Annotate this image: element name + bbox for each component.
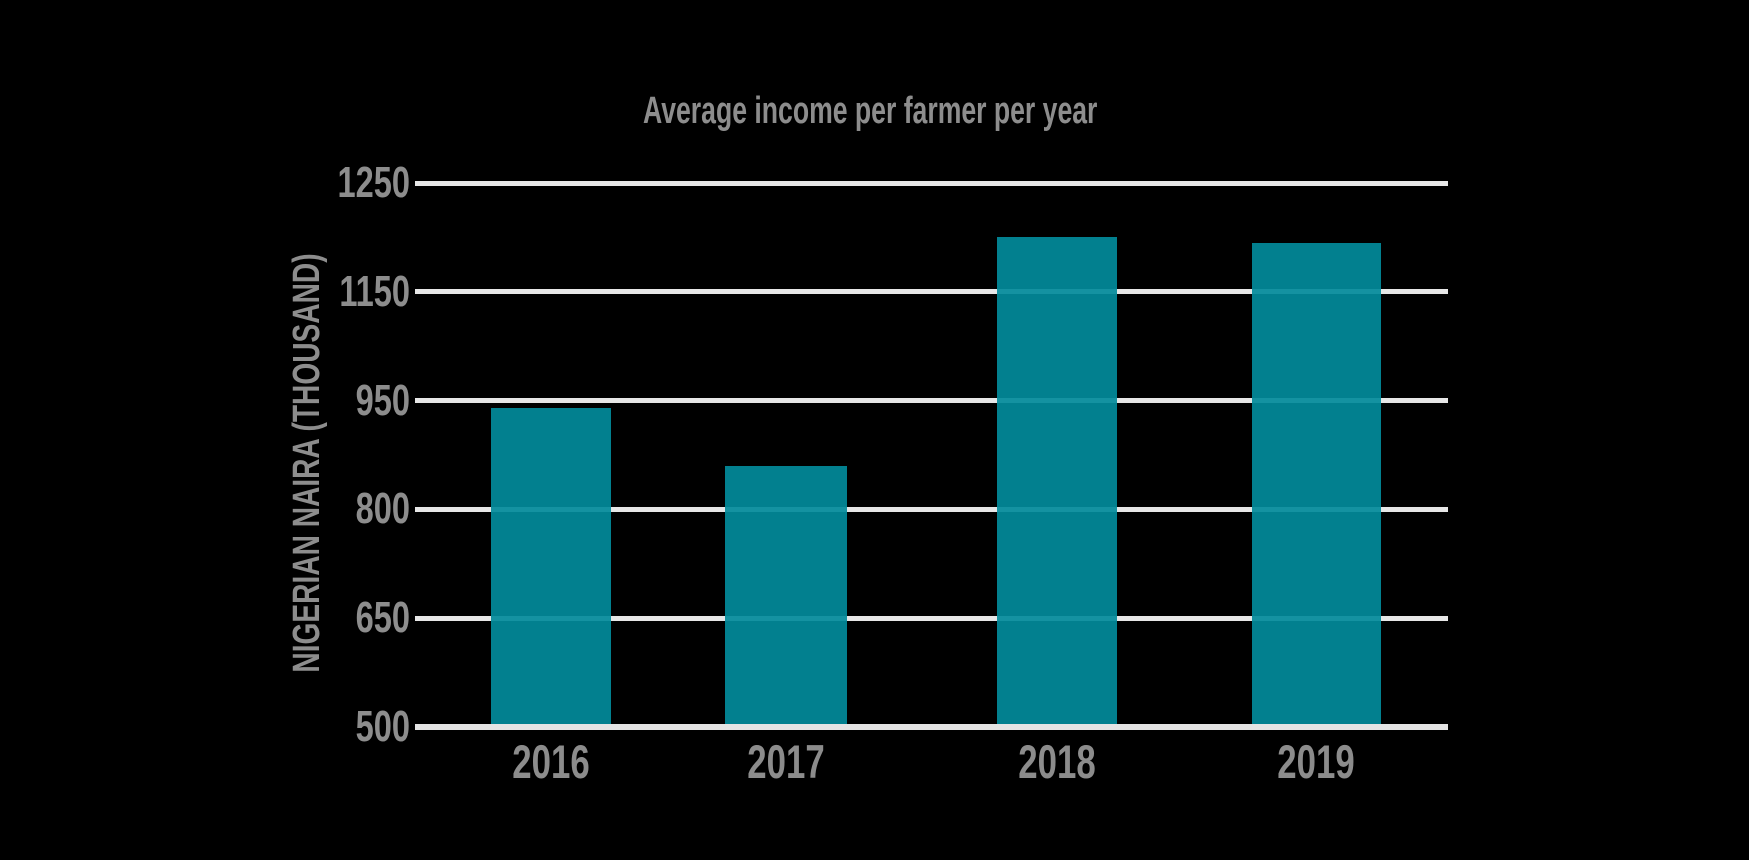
- gridline-800: [415, 506, 1448, 512]
- y-axis-tick-950: 950: [355, 375, 410, 425]
- gridline-1250: [415, 180, 1448, 186]
- x-axis-tick-2016: 2016: [512, 735, 590, 788]
- bar-2018: [997, 237, 1117, 725]
- x-axis-baseline: [415, 724, 1448, 730]
- x-axis-tick-2019: 2019: [1277, 735, 1355, 788]
- bar-2019: [1251, 242, 1381, 725]
- y-axis-tick-1250: 1250: [337, 158, 410, 207]
- y-axis-tick-1150: 1150: [339, 266, 410, 316]
- gridline-650: [415, 615, 1448, 621]
- chart-title: Average income per farmer per year: [643, 90, 1098, 132]
- x-axis-tick-2018: 2018: [1018, 735, 1096, 788]
- bar-2017: [725, 465, 847, 725]
- y-axis-tick-650: 650: [355, 593, 410, 643]
- y-axis-tick-500: 500: [355, 702, 410, 751]
- bar-2016: [491, 407, 611, 725]
- x-axis-tick-2017: 2017: [747, 735, 825, 788]
- gridline-1150: [415, 289, 1448, 295]
- y-axis-tick-800: 800: [355, 484, 410, 534]
- gridline-950: [415, 398, 1448, 404]
